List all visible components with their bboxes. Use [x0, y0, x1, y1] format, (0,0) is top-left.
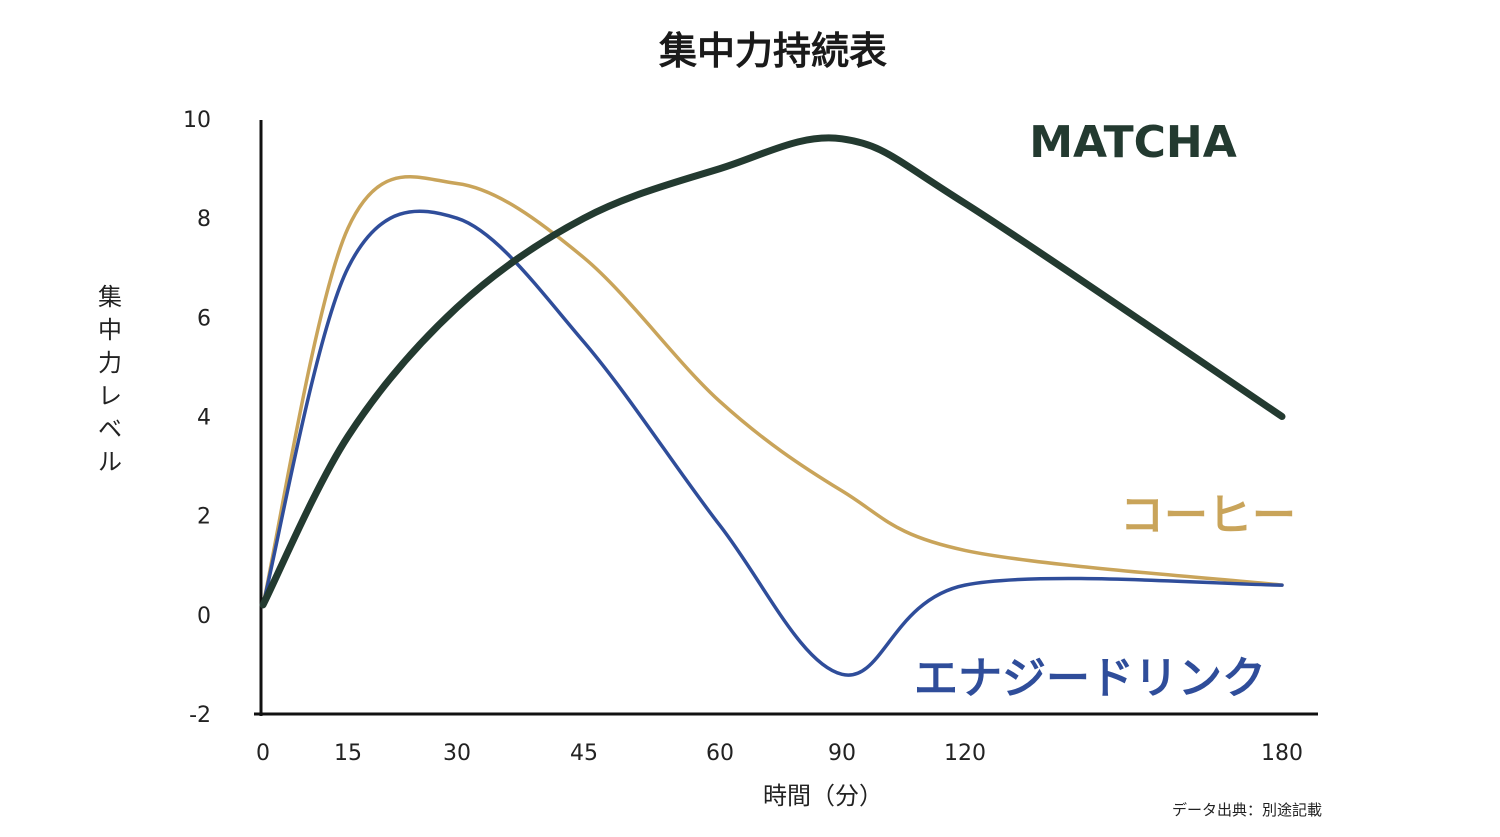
y-tick-label: 8 [197, 207, 211, 232]
y-axis-label: 集中力レベル [98, 283, 122, 476]
x-axis-label: 時間（分） [763, 782, 883, 810]
series-line-energy-drink [261, 209, 1284, 677]
x-tick-label: 120 [944, 741, 986, 766]
x-tick-label: 60 [706, 741, 734, 766]
data-source-note: データ出典：別途記載 [1172, 801, 1322, 819]
series-label-coffee: コーヒー [1120, 490, 1296, 541]
y-tick-label: 2 [197, 505, 211, 530]
series-line-matcha [259, 134, 1286, 609]
y-tick-label: 0 [197, 604, 211, 629]
series-label-energy-drink: エナジードリンク [914, 653, 1266, 704]
x-tick-label: 15 [334, 741, 362, 766]
y-tick-label: -2 [189, 703, 211, 728]
x-tick-label: 0 [256, 741, 270, 766]
y-tick-label: 6 [197, 306, 211, 331]
x-tick-labels: 0 15 30 45 60 90 120 180 [256, 741, 1303, 766]
x-tick-label: 90 [828, 741, 856, 766]
x-tick-label: 45 [570, 741, 598, 766]
chart-title: 集中力持続表 [658, 29, 887, 73]
x-tick-label: 180 [1261, 741, 1303, 766]
series-label-matcha: MATCHA [1029, 117, 1237, 168]
y-tick-label: 10 [183, 108, 211, 133]
y-axis-label-text: 集中力レベル [98, 283, 122, 476]
series-lines [259, 134, 1286, 677]
series-line-coffee [261, 175, 1284, 607]
y-tick-label: 4 [197, 406, 211, 431]
x-tick-label: 30 [443, 741, 471, 766]
y-tick-labels: -2 0 2 4 6 8 10 [183, 108, 211, 728]
